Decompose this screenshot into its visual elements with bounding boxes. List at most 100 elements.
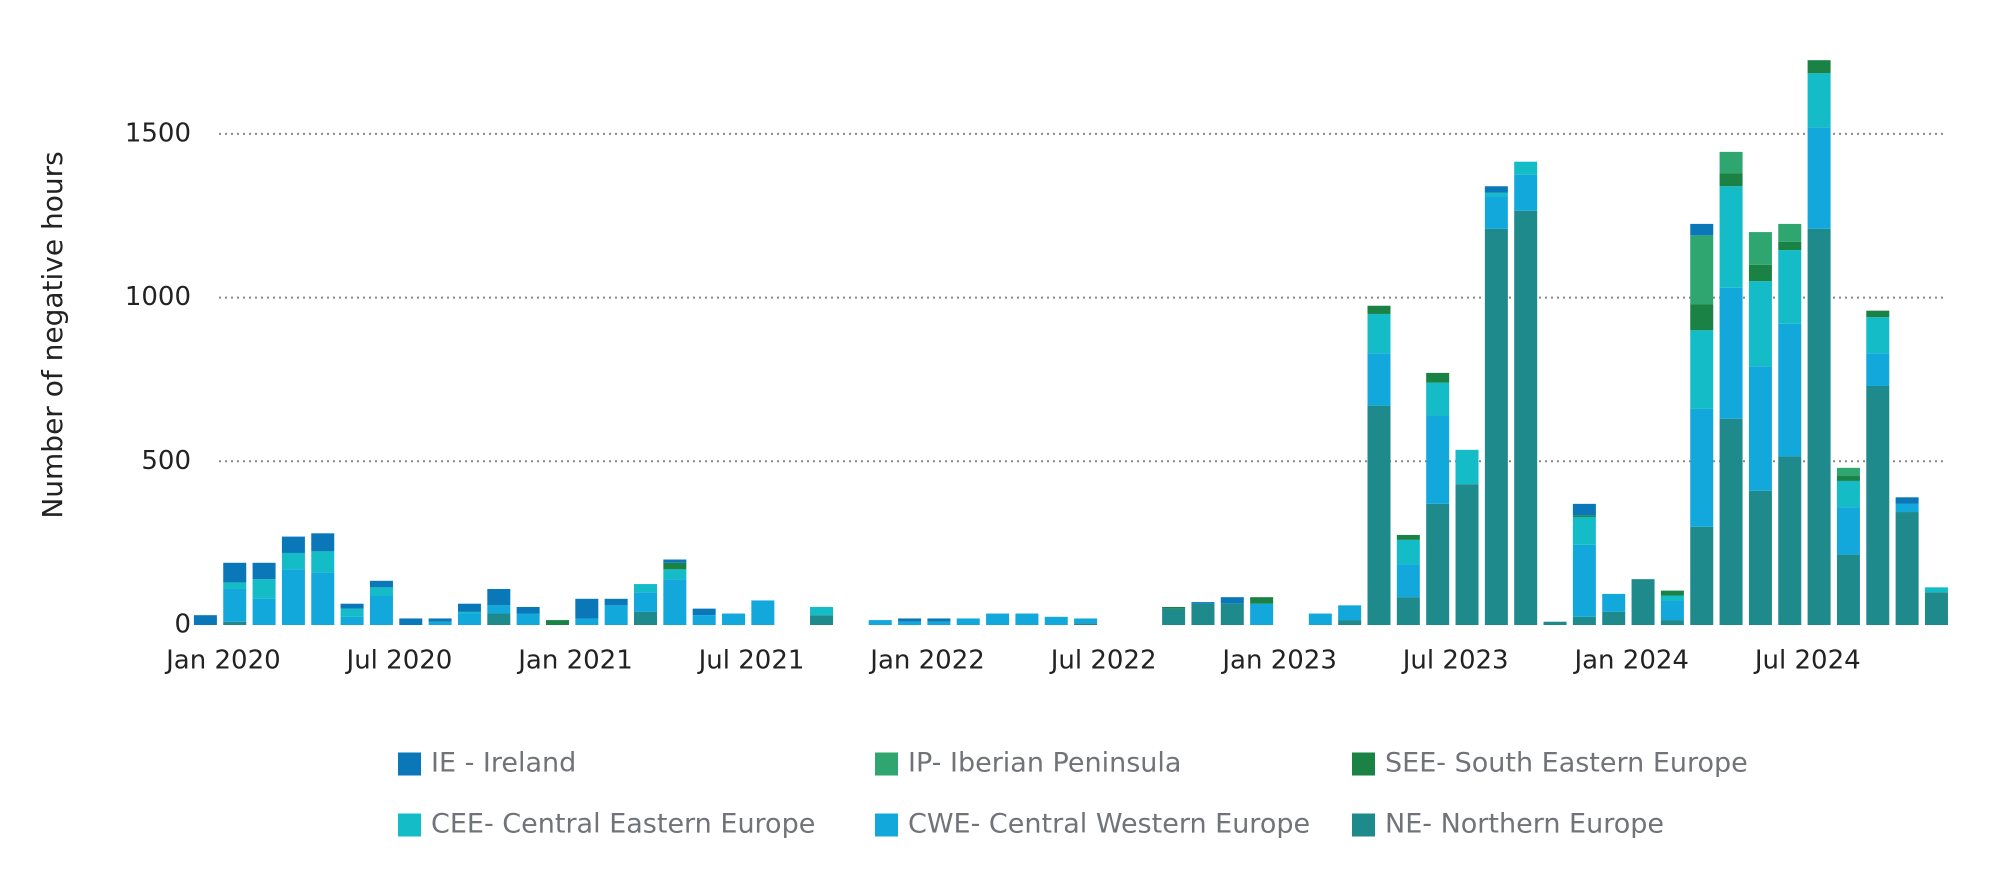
- legend-swatch: [398, 813, 421, 837]
- bar-segment: [1719, 173, 1743, 187]
- bar-segment: [604, 598, 628, 606]
- bar-segment: [457, 611, 481, 614]
- bar-segment: [1748, 490, 1772, 625]
- bar-segment: [1690, 223, 1714, 236]
- bar-segment: [487, 613, 511, 625]
- bar-segment: [1836, 507, 1860, 555]
- bar-segment: [1250, 603, 1274, 625]
- bar-segment: [1778, 250, 1802, 324]
- bar-segment: [1690, 235, 1714, 305]
- bar-segment: [722, 613, 746, 625]
- bar-segment: [1572, 544, 1596, 617]
- bar-segment: [1308, 613, 1332, 625]
- bar-segment: [1484, 192, 1508, 197]
- bar-segment: [281, 552, 305, 570]
- bar-segment: [927, 621, 951, 625]
- bar-segment: [1778, 223, 1802, 242]
- bar-segment: [1367, 353, 1391, 406]
- bar-segment: [340, 616, 364, 625]
- bar-segment: [1866, 385, 1890, 625]
- bar-segment: [1396, 534, 1420, 540]
- bar-segment: [1660, 600, 1684, 621]
- bar-segment: [1690, 330, 1714, 409]
- bar-segment: [457, 613, 481, 625]
- bar-segment: [1836, 467, 1860, 477]
- bar-segment: [545, 620, 569, 625]
- bar-segment: [1220, 597, 1244, 604]
- x-tick-label: Jul 2021: [697, 646, 805, 676]
- bar-segment: [1836, 554, 1860, 625]
- bar-segment: [223, 582, 247, 589]
- x-tick-label: Jan 2021: [516, 646, 633, 676]
- bar-segment: [1572, 515, 1596, 517]
- bar-segment: [575, 598, 599, 619]
- bar-segment: [1660, 620, 1684, 625]
- bar-segment: [956, 618, 980, 625]
- bar-segment: [516, 613, 540, 625]
- bar-segment: [1455, 484, 1479, 625]
- x-tick-label: Jan 2023: [1220, 646, 1337, 676]
- bar-segment: [1690, 304, 1714, 331]
- bar-segment: [1044, 616, 1068, 625]
- bar-segment: [1367, 313, 1391, 354]
- bar-segment: [428, 621, 452, 625]
- bar-segment: [1807, 73, 1831, 128]
- bar-segment: [1367, 405, 1391, 625]
- bar-segment: [1162, 606, 1186, 609]
- bar-segment: [1836, 480, 1860, 508]
- bar-segment: [663, 559, 687, 563]
- bar-segment: [1660, 590, 1684, 596]
- bar-segment: [1572, 503, 1596, 516]
- bar-segment: [1514, 161, 1538, 175]
- x-tick-label: Jan 2020: [164, 646, 281, 676]
- bar-segment: [252, 579, 276, 599]
- bar-segment: [1719, 186, 1743, 288]
- bar-segment: [1866, 317, 1890, 354]
- bar-segment: [1778, 241, 1802, 251]
- bar-segment: [1484, 186, 1508, 193]
- bar-segment: [223, 588, 247, 622]
- bar-segment: [1191, 602, 1215, 604]
- bar-segment: [369, 580, 393, 588]
- bar-segment: [311, 572, 335, 625]
- legend-label: CEE- Central Eastern Europe: [431, 809, 815, 840]
- bar-segment: [1367, 305, 1391, 314]
- bar-segment: [1866, 310, 1890, 318]
- bar-segment: [1895, 497, 1919, 504]
- y-tick-label: 1000: [125, 282, 191, 312]
- bar-segment: [281, 536, 305, 553]
- bar-segment: [575, 618, 599, 625]
- bar-segment: [1572, 516, 1596, 545]
- legend-swatch: [398, 752, 421, 776]
- x-tick-label: Jan 2024: [1572, 646, 1689, 676]
- bar-segment: [1719, 287, 1743, 419]
- bar-segment: [311, 551, 335, 573]
- y-tick-label: 500: [141, 446, 191, 476]
- bar-segment: [1719, 151, 1743, 174]
- bar-segment: [223, 562, 247, 583]
- bar-segment: [1924, 592, 1948, 625]
- bar-segment: [1396, 597, 1420, 625]
- bar-segment: [193, 615, 217, 625]
- bar-segment: [1514, 174, 1538, 211]
- bar-segment: [516, 606, 540, 614]
- bar-segment: [604, 605, 628, 625]
- legend-label: IE - Ireland: [431, 748, 576, 779]
- bar-segment: [252, 562, 276, 580]
- bar-segment: [1572, 616, 1596, 625]
- bar-segment: [1426, 372, 1450, 383]
- bar-segment: [223, 621, 247, 625]
- x-tick-label: Jul 2022: [1049, 646, 1157, 676]
- bar-segment: [663, 579, 687, 625]
- bar-segment: [1484, 196, 1508, 229]
- bar-segment: [1719, 418, 1743, 625]
- bar-segment: [399, 618, 423, 625]
- bar-segment: [1426, 382, 1450, 416]
- legend-label: IP- Iberian Peninsula: [908, 748, 1181, 779]
- bar-segment: [1748, 281, 1772, 367]
- legend-label: CWE- Central Western Europe: [908, 809, 1310, 840]
- y-tick-label: 0: [174, 610, 191, 640]
- legend-swatch: [1352, 752, 1375, 776]
- bar-segment: [1602, 593, 1626, 612]
- bar-segment: [1074, 618, 1098, 624]
